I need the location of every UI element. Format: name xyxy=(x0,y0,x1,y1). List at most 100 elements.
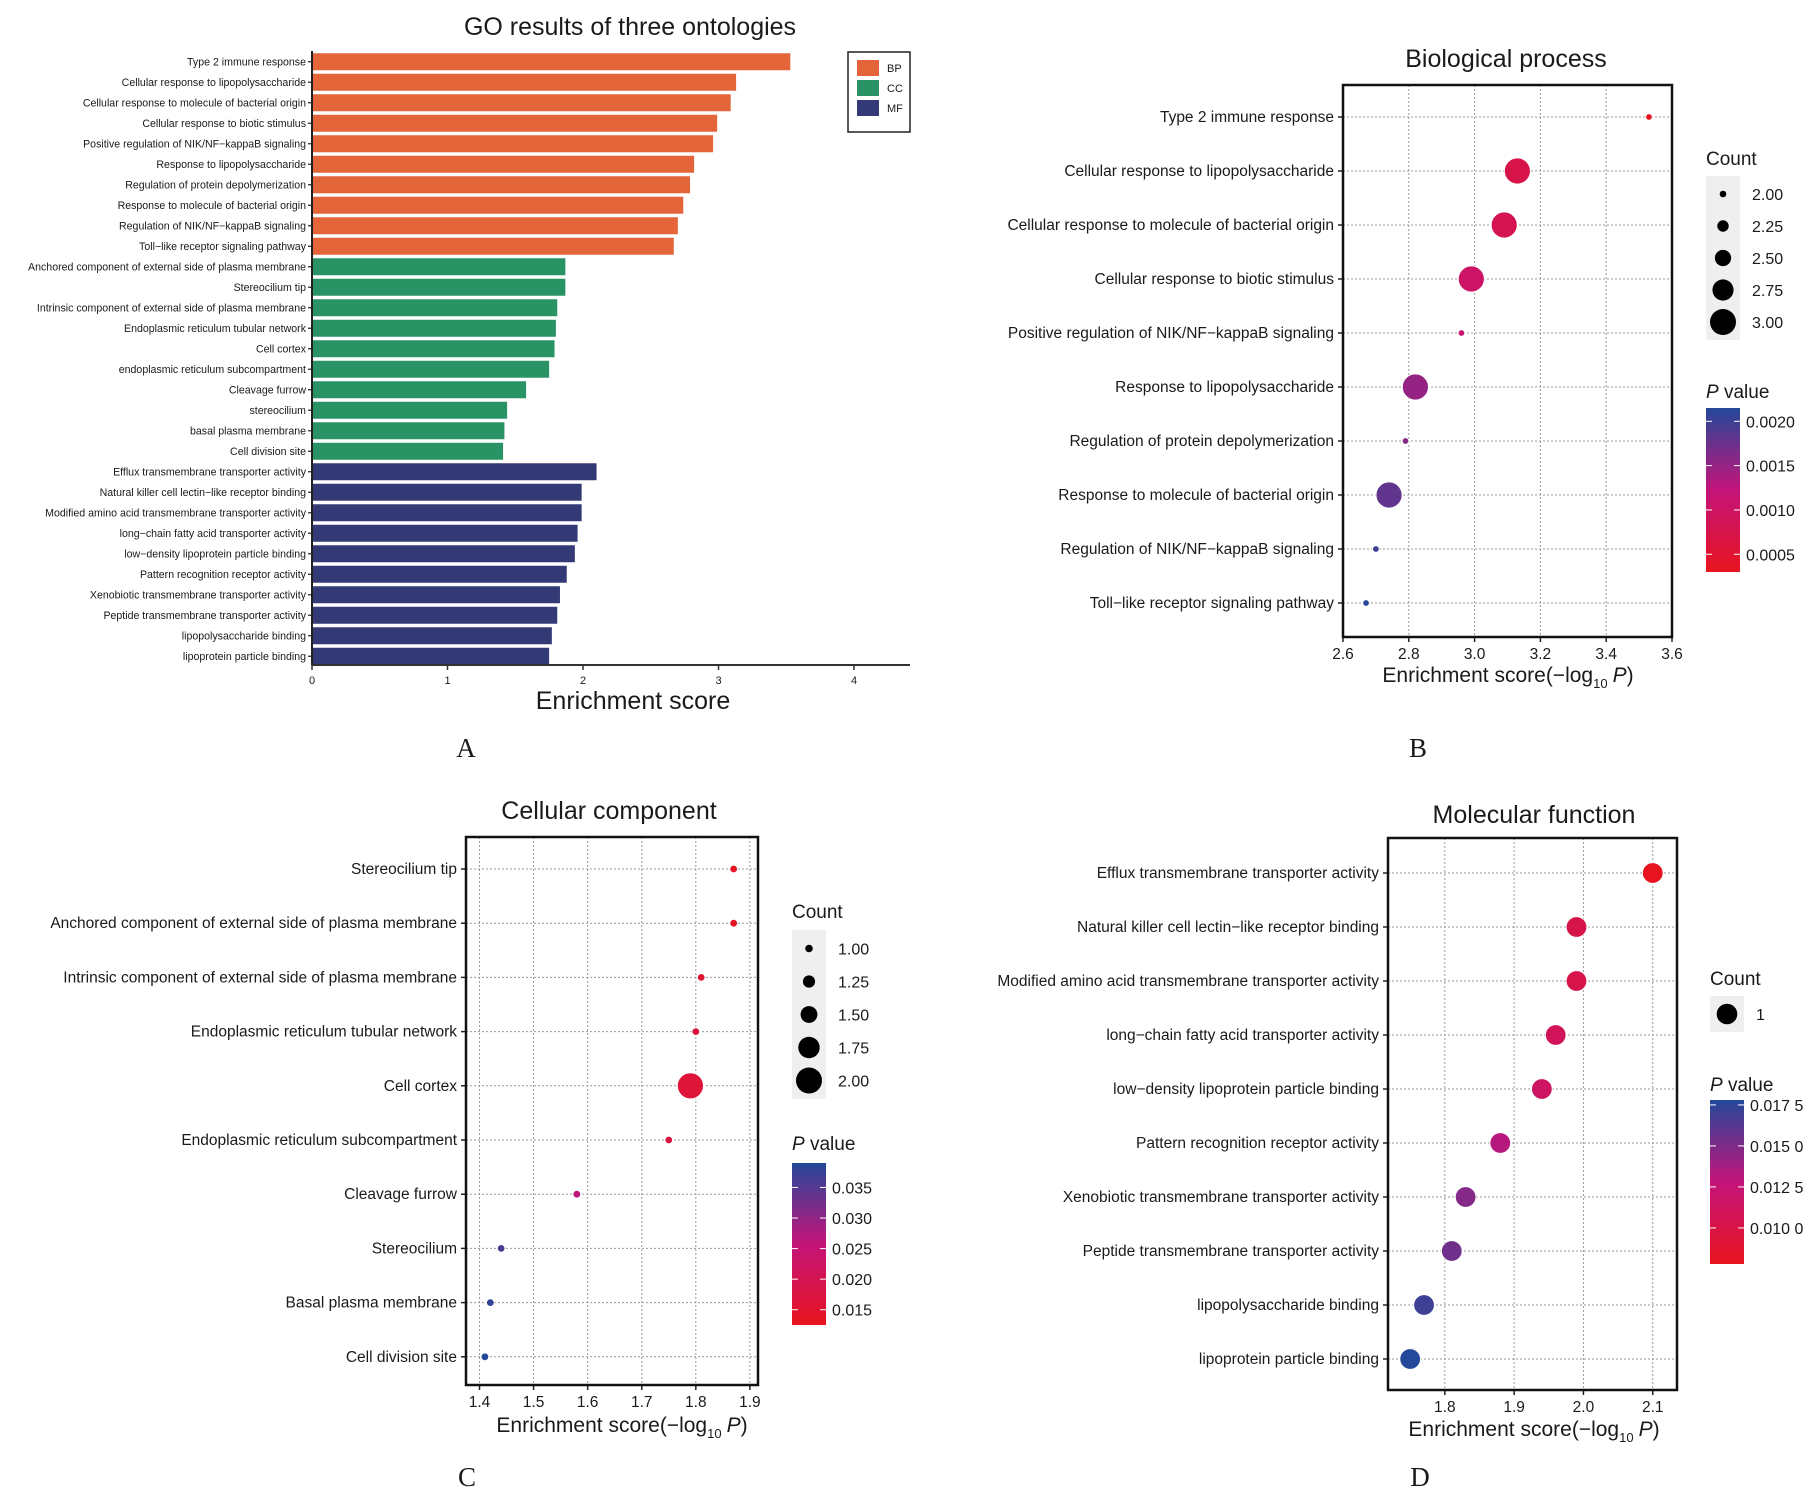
legend-size-label: 1.75 xyxy=(838,1041,869,1058)
y-tick-label: Regulation of protein depolymerization xyxy=(125,180,306,192)
x-tick-label: 1 xyxy=(444,675,450,687)
data-point xyxy=(677,1072,704,1100)
data-point xyxy=(1565,970,1588,992)
panel-b-title: Biological process xyxy=(1405,45,1607,73)
y-tick-label: Positive regulation of NIK/NF−kappaB sig… xyxy=(83,139,306,151)
bar-mf xyxy=(312,524,578,542)
legend-size-label: 2.00 xyxy=(1752,187,1783,204)
data-point xyxy=(496,1244,506,1253)
colorbar-tick-label: 0.0015 xyxy=(1746,459,1795,476)
bar-bp xyxy=(312,217,678,235)
y-tick-label: Cleavage furrow xyxy=(344,1186,458,1203)
legend-size-key xyxy=(798,1036,820,1059)
data-point xyxy=(729,864,738,874)
y-tick-label: Stereocilium tip xyxy=(351,861,457,878)
y-tick-label: Cleavage furrow xyxy=(229,385,306,397)
x-tick-label: 2.8 xyxy=(1398,646,1420,663)
x-tick-label: 1.4 xyxy=(469,1394,491,1411)
data-point xyxy=(1401,437,1410,445)
legend-size-key xyxy=(802,975,816,988)
bar-cc xyxy=(312,422,505,440)
panel-letter-c: C xyxy=(458,1462,476,1492)
y-tick-label: Natural killer cell lectin−like receptor… xyxy=(100,487,306,499)
legend-size-label: 2.25 xyxy=(1752,219,1783,236)
x-tick-label: 1.7 xyxy=(631,1394,653,1411)
data-point xyxy=(697,973,706,982)
panel-d-grid xyxy=(1388,838,1677,1390)
bar-bp xyxy=(312,114,718,132)
data-point xyxy=(1642,862,1664,884)
bar-cc xyxy=(312,299,558,317)
legend-size-key xyxy=(1719,190,1727,198)
bar-bp xyxy=(312,237,674,255)
x-tick-label: 2.1 xyxy=(1642,1399,1664,1416)
y-tick-label: Cellular response to lipopolysaccharide xyxy=(1064,163,1334,180)
bar-cc xyxy=(312,442,504,460)
panel-c-pvalue-legend: P value 0.035 0.030 0.025 0.020 0.015 xyxy=(792,1134,872,1325)
y-tick-label: Anchored component of external side of p… xyxy=(28,262,306,274)
legend-size-key xyxy=(1716,1003,1738,1025)
x-tick-label: 4 xyxy=(851,675,857,687)
data-point xyxy=(1454,1186,1477,1208)
bar-bp xyxy=(312,135,714,153)
y-tick-label: Basal plasma membrane xyxy=(286,1295,457,1312)
data-point xyxy=(1531,1078,1553,1100)
x-tick-label: 0 xyxy=(309,675,315,687)
x-tick-label: 3 xyxy=(715,675,721,687)
data-point xyxy=(1399,1348,1421,1370)
panel-b-count-legend: Count 2.00 2.25 2.50 2.75 3.00 xyxy=(1706,149,1783,340)
bar-mf xyxy=(312,586,560,604)
y-tick-label: stereocilium xyxy=(249,405,306,417)
y-tick-label: lipopolysaccharide binding xyxy=(1197,1297,1379,1314)
legend-colorbar xyxy=(792,1163,826,1325)
legend-size-key xyxy=(1717,220,1729,232)
bar-cc xyxy=(312,319,556,337)
data-point xyxy=(664,1135,673,1145)
legend-size-label: 2.50 xyxy=(1752,251,1783,268)
legend-size-key xyxy=(796,1067,822,1094)
bar-mf xyxy=(312,565,567,583)
y-tick-label: Peptide transmembrane transporter activi… xyxy=(103,610,306,622)
x-tick-label: 1.5 xyxy=(523,1394,545,1411)
y-tick-label: Response to lipopolysaccharide xyxy=(156,159,306,171)
y-tick-label: Stereocilium xyxy=(372,1240,457,1257)
panel-d-frame xyxy=(1386,836,1679,1392)
data-point xyxy=(1441,1240,1463,1262)
legend-size-label: 3.00 xyxy=(1752,315,1783,332)
colorbar-tick-label: 0.015 0 xyxy=(1750,1139,1803,1156)
y-tick-label: Pattern recognition receptor activity xyxy=(1136,1135,1379,1152)
y-tick-label: Regulation of NIK/NF−kappaB signaling xyxy=(1060,541,1334,558)
panel-c-dot-plot: Cellular component 1.4 1.5 1.6 1.7 1.8 1.9 Ste… xyxy=(50,797,872,1492)
bar-cc xyxy=(312,258,566,276)
panel-d-count-legend: Count 1 xyxy=(1710,969,1765,1032)
data-point xyxy=(486,1298,495,1307)
y-tick-label: endoplasmic reticulum subcompartment xyxy=(119,364,306,376)
legend-label-bp: BP xyxy=(887,63,902,75)
bar-cc xyxy=(312,381,527,399)
legend-label-mf: MF xyxy=(887,103,903,115)
y-tick-label: basal plasma membrane xyxy=(190,426,306,438)
bar-bp xyxy=(312,155,695,173)
y-tick-label: Peptide transmembrane transporter activi… xyxy=(1083,1243,1380,1260)
legend-size-key xyxy=(1712,279,1734,301)
legend-size-key xyxy=(1714,249,1732,267)
x-tick-label: 1.9 xyxy=(739,1394,761,1411)
y-tick-label: Cellular response to molecule of bacteri… xyxy=(83,98,306,110)
colorbar-tick-label: 0.0020 xyxy=(1746,414,1795,431)
x-tick-label: 3.0 xyxy=(1464,646,1486,663)
colorbar-tick-label: 0.012 5 xyxy=(1750,1180,1803,1197)
y-tick-label: Modified amino acid transmembrane transp… xyxy=(45,508,307,520)
y-tick-label: Positive regulation of NIK/NF−kappaB sig… xyxy=(1008,325,1334,342)
panel-a-x-ticks: 0 1 2 3 4 xyxy=(309,665,857,687)
panel-letter-d: D xyxy=(1410,1462,1430,1492)
legend-title: Count xyxy=(1706,149,1757,170)
y-tick-label: Response to lipopolysaccharide xyxy=(1115,379,1334,396)
bar-mf xyxy=(312,627,552,645)
data-point xyxy=(572,1189,582,1199)
bar-cc xyxy=(312,278,566,296)
bar-mf xyxy=(312,647,550,665)
legend-swatch-bp xyxy=(857,60,879,76)
legend-swatch-mf xyxy=(857,100,879,116)
legend-size-key xyxy=(805,944,813,953)
